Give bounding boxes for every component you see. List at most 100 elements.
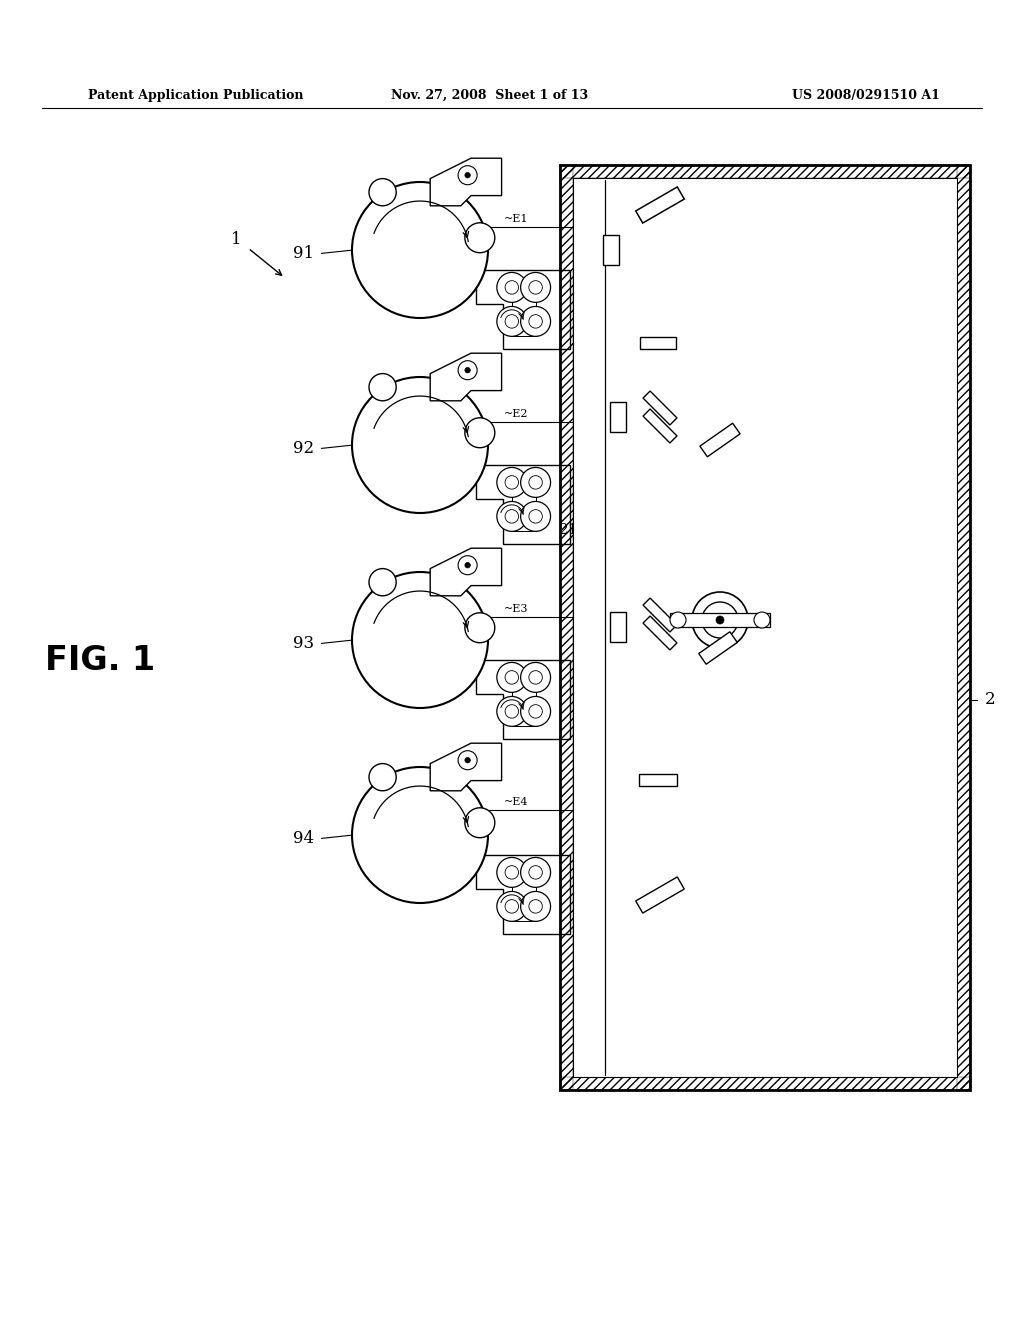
Text: 22: 22	[708, 348, 727, 362]
Circle shape	[497, 697, 526, 726]
Bar	[610, 612, 626, 642]
Circle shape	[670, 612, 686, 628]
Text: Patent Application Publication: Patent Application Publication	[88, 88, 303, 102]
Circle shape	[528, 510, 543, 523]
Circle shape	[497, 891, 526, 921]
Circle shape	[520, 858, 551, 887]
Text: US 2008/0291510 A1: US 2008/0291510 A1	[793, 88, 940, 102]
Circle shape	[465, 173, 470, 178]
Circle shape	[528, 671, 543, 684]
Text: 92: 92	[294, 440, 314, 457]
Bar	[560, 165, 573, 1090]
Circle shape	[505, 671, 518, 684]
Circle shape	[465, 223, 495, 252]
Bar	[603, 235, 618, 265]
Circle shape	[520, 663, 551, 693]
Bar	[573, 178, 957, 1077]
Polygon shape	[476, 660, 569, 739]
Circle shape	[702, 602, 738, 638]
Circle shape	[458, 166, 477, 185]
Bar	[610, 403, 626, 432]
Polygon shape	[698, 632, 737, 664]
Polygon shape	[699, 424, 740, 457]
Text: 91: 91	[294, 246, 314, 261]
Circle shape	[497, 306, 526, 337]
Circle shape	[528, 705, 543, 718]
Polygon shape	[643, 598, 677, 632]
Polygon shape	[639, 774, 677, 785]
Circle shape	[465, 808, 495, 838]
Circle shape	[520, 502, 551, 532]
Bar	[957, 165, 970, 1090]
Polygon shape	[643, 616, 677, 649]
Polygon shape	[643, 391, 677, 425]
Circle shape	[505, 705, 518, 718]
Circle shape	[458, 556, 477, 574]
Bar	[670, 612, 770, 627]
Circle shape	[520, 272, 551, 302]
Circle shape	[369, 763, 396, 791]
Circle shape	[369, 178, 396, 206]
Text: 2: 2	[985, 692, 995, 709]
Circle shape	[352, 378, 488, 513]
Text: 1: 1	[230, 231, 242, 248]
Polygon shape	[430, 743, 502, 791]
Text: 24: 24	[708, 198, 727, 213]
Circle shape	[465, 367, 470, 374]
Circle shape	[520, 891, 551, 921]
Circle shape	[465, 758, 470, 763]
Circle shape	[497, 272, 526, 302]
Text: 94: 94	[294, 830, 314, 847]
Circle shape	[465, 562, 470, 568]
Circle shape	[528, 866, 543, 879]
Circle shape	[520, 467, 551, 498]
Polygon shape	[430, 354, 502, 401]
Polygon shape	[476, 855, 569, 933]
Circle shape	[497, 858, 526, 887]
Circle shape	[505, 510, 518, 523]
Circle shape	[369, 374, 396, 401]
Circle shape	[528, 900, 543, 913]
Circle shape	[505, 475, 518, 490]
Circle shape	[520, 697, 551, 726]
Text: Nov. 27, 2008  Sheet 1 of 13: Nov. 27, 2008 Sheet 1 of 13	[391, 88, 589, 102]
Circle shape	[505, 281, 518, 294]
Polygon shape	[430, 548, 502, 595]
Circle shape	[528, 281, 543, 294]
Text: 21: 21	[558, 523, 578, 537]
Circle shape	[692, 591, 748, 648]
Text: ~E4: ~E4	[504, 797, 528, 807]
Circle shape	[505, 866, 518, 879]
Circle shape	[528, 314, 543, 329]
Text: ~E2: ~E2	[504, 409, 528, 418]
Text: ~E3: ~E3	[504, 605, 528, 614]
Text: ~E1: ~E1	[504, 214, 528, 224]
Text: 10: 10	[772, 598, 792, 612]
Circle shape	[497, 663, 526, 693]
Bar	[560, 165, 970, 178]
Bar	[560, 1077, 970, 1090]
Circle shape	[369, 569, 396, 595]
Polygon shape	[476, 271, 569, 348]
Circle shape	[716, 616, 724, 624]
Circle shape	[520, 306, 551, 337]
Circle shape	[352, 767, 488, 903]
Polygon shape	[640, 337, 676, 348]
Circle shape	[458, 751, 477, 770]
Polygon shape	[476, 466, 569, 544]
Polygon shape	[636, 187, 684, 223]
Polygon shape	[643, 409, 677, 444]
Circle shape	[458, 360, 477, 380]
Circle shape	[352, 182, 488, 318]
Polygon shape	[430, 158, 502, 206]
Circle shape	[497, 502, 526, 532]
Text: FIG. 1: FIG. 1	[45, 644, 155, 676]
Circle shape	[505, 900, 518, 913]
Polygon shape	[636, 876, 684, 913]
Circle shape	[528, 475, 543, 490]
Circle shape	[505, 314, 518, 329]
Circle shape	[465, 612, 495, 643]
Text: 93: 93	[294, 635, 314, 652]
Circle shape	[497, 467, 526, 498]
Circle shape	[754, 612, 770, 628]
